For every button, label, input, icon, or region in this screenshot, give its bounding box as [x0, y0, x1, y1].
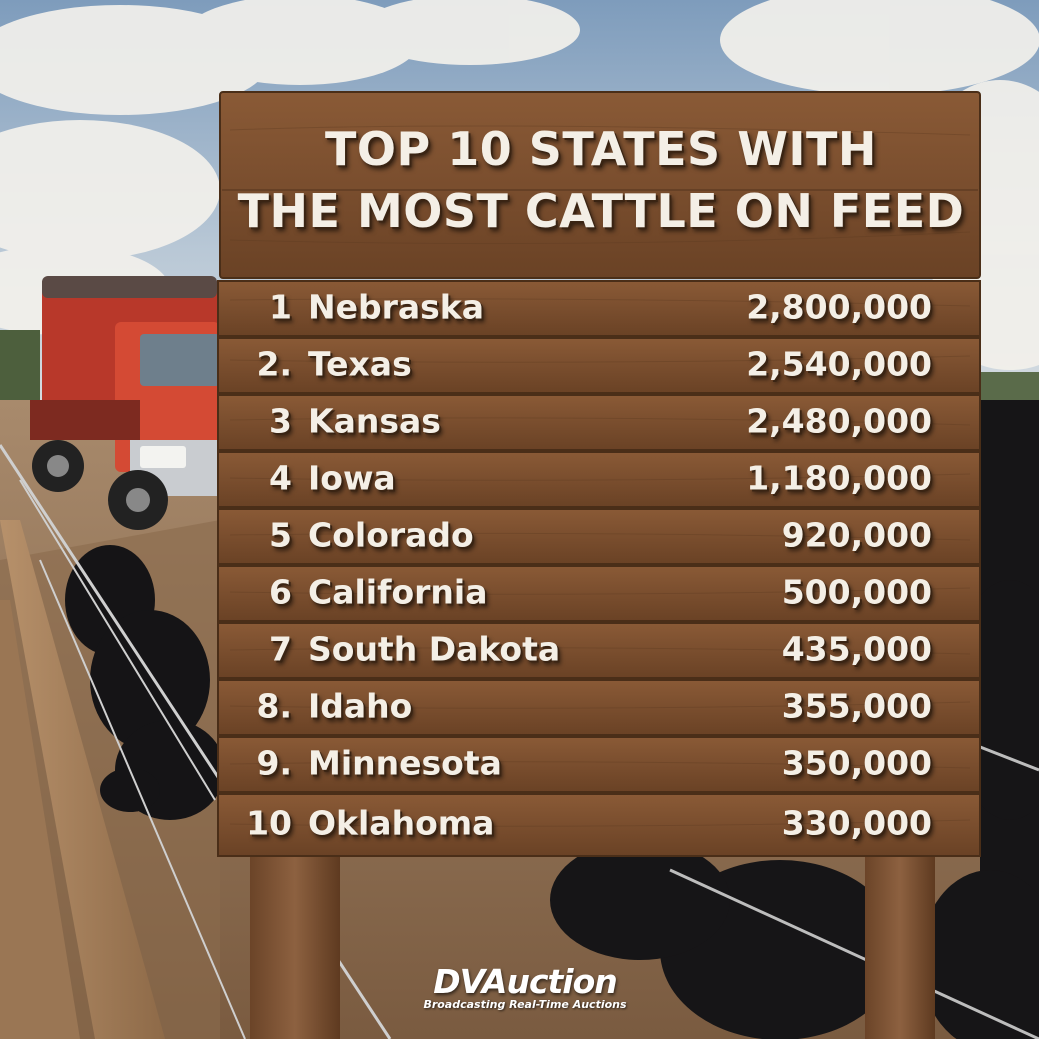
- rank-label: 3: [269, 401, 292, 441]
- list-item: 8. Idaho 355,000: [222, 679, 980, 735]
- wood-grain: [229, 125, 971, 827]
- cattle-count: 330,000: [781, 803, 932, 843]
- sign-post-right: [865, 850, 935, 1039]
- fence-wire-right: [669, 868, 1039, 1039]
- list-item: 4 Iowa 1,180,000: [222, 451, 980, 507]
- treeline-right: [975, 372, 1039, 400]
- rank-label: 9.: [256, 743, 293, 783]
- rank-label: 2.: [256, 344, 293, 384]
- list-item: 9. Minnesota 350,000: [222, 736, 980, 792]
- logo-name: DVAuction: [433, 962, 618, 1001]
- rank-label: 7: [269, 629, 292, 669]
- state-name: California: [308, 572, 488, 612]
- state-name: Colorado: [308, 515, 474, 555]
- cattle-count: 2,480,000: [746, 401, 932, 441]
- list-item: 7 South Dakota 435,000: [222, 622, 980, 678]
- rank-label: 8.: [256, 686, 293, 726]
- cattle-count: 2,540,000: [746, 344, 932, 384]
- list-item: 1 Nebraska 2,800,000: [222, 280, 980, 336]
- rank-label: 4: [269, 458, 292, 498]
- rank-label: 5: [269, 515, 292, 555]
- list-item: 5 Colorado 920,000: [222, 508, 980, 564]
- rank-label: 10: [246, 803, 292, 843]
- rank-label: 1: [269, 287, 292, 327]
- sign-title-line2: THE MOST CATTLE ON FEED: [237, 184, 965, 238]
- list-item: 10 Oklahoma 330,000: [222, 796, 980, 852]
- cattle-count: 500,000: [781, 572, 932, 612]
- fence-left: [0, 444, 392, 1039]
- cattle-count: 435,000: [781, 629, 932, 669]
- cattle-count: 1,180,000: [746, 458, 932, 498]
- list-item: 6 California 500,000: [222, 565, 980, 621]
- list-item: 2. Texas 2,540,000: [222, 337, 980, 393]
- sign-post-left: [250, 850, 340, 1039]
- cattle-count: 355,000: [781, 686, 932, 726]
- state-name: Iowa: [308, 458, 396, 498]
- dvauction-logo: DVAuction Broadcasting Real-Time Auction…: [420, 962, 630, 1011]
- treeline-left: [0, 330, 40, 410]
- state-name: Oklahoma: [308, 803, 495, 843]
- sign-title-line1: TOP 10 STATES WITH: [325, 122, 877, 176]
- state-name: South Dakota: [308, 629, 561, 669]
- cattle-count: 350,000: [781, 743, 932, 783]
- state-name: Kansas: [308, 401, 441, 441]
- cattle-count: 920,000: [781, 515, 932, 555]
- sign-boards: [217, 91, 981, 857]
- list-item: 3 Kansas 2,480,000: [222, 394, 980, 450]
- state-name: Texas: [308, 344, 412, 384]
- feed-truck: [30, 276, 220, 530]
- state-name: Minnesota: [308, 743, 502, 783]
- logo-tagline: Broadcasting Real-Time Auctions: [423, 998, 627, 1011]
- rank-label: 6: [269, 572, 292, 612]
- cattle-count: 2,800,000: [746, 287, 932, 327]
- sign-title: TOP 10 STATES WITH THE MOST CATTLE ON FE…: [222, 118, 980, 242]
- state-name: Nebraska: [308, 287, 485, 327]
- state-name: Idaho: [308, 686, 413, 726]
